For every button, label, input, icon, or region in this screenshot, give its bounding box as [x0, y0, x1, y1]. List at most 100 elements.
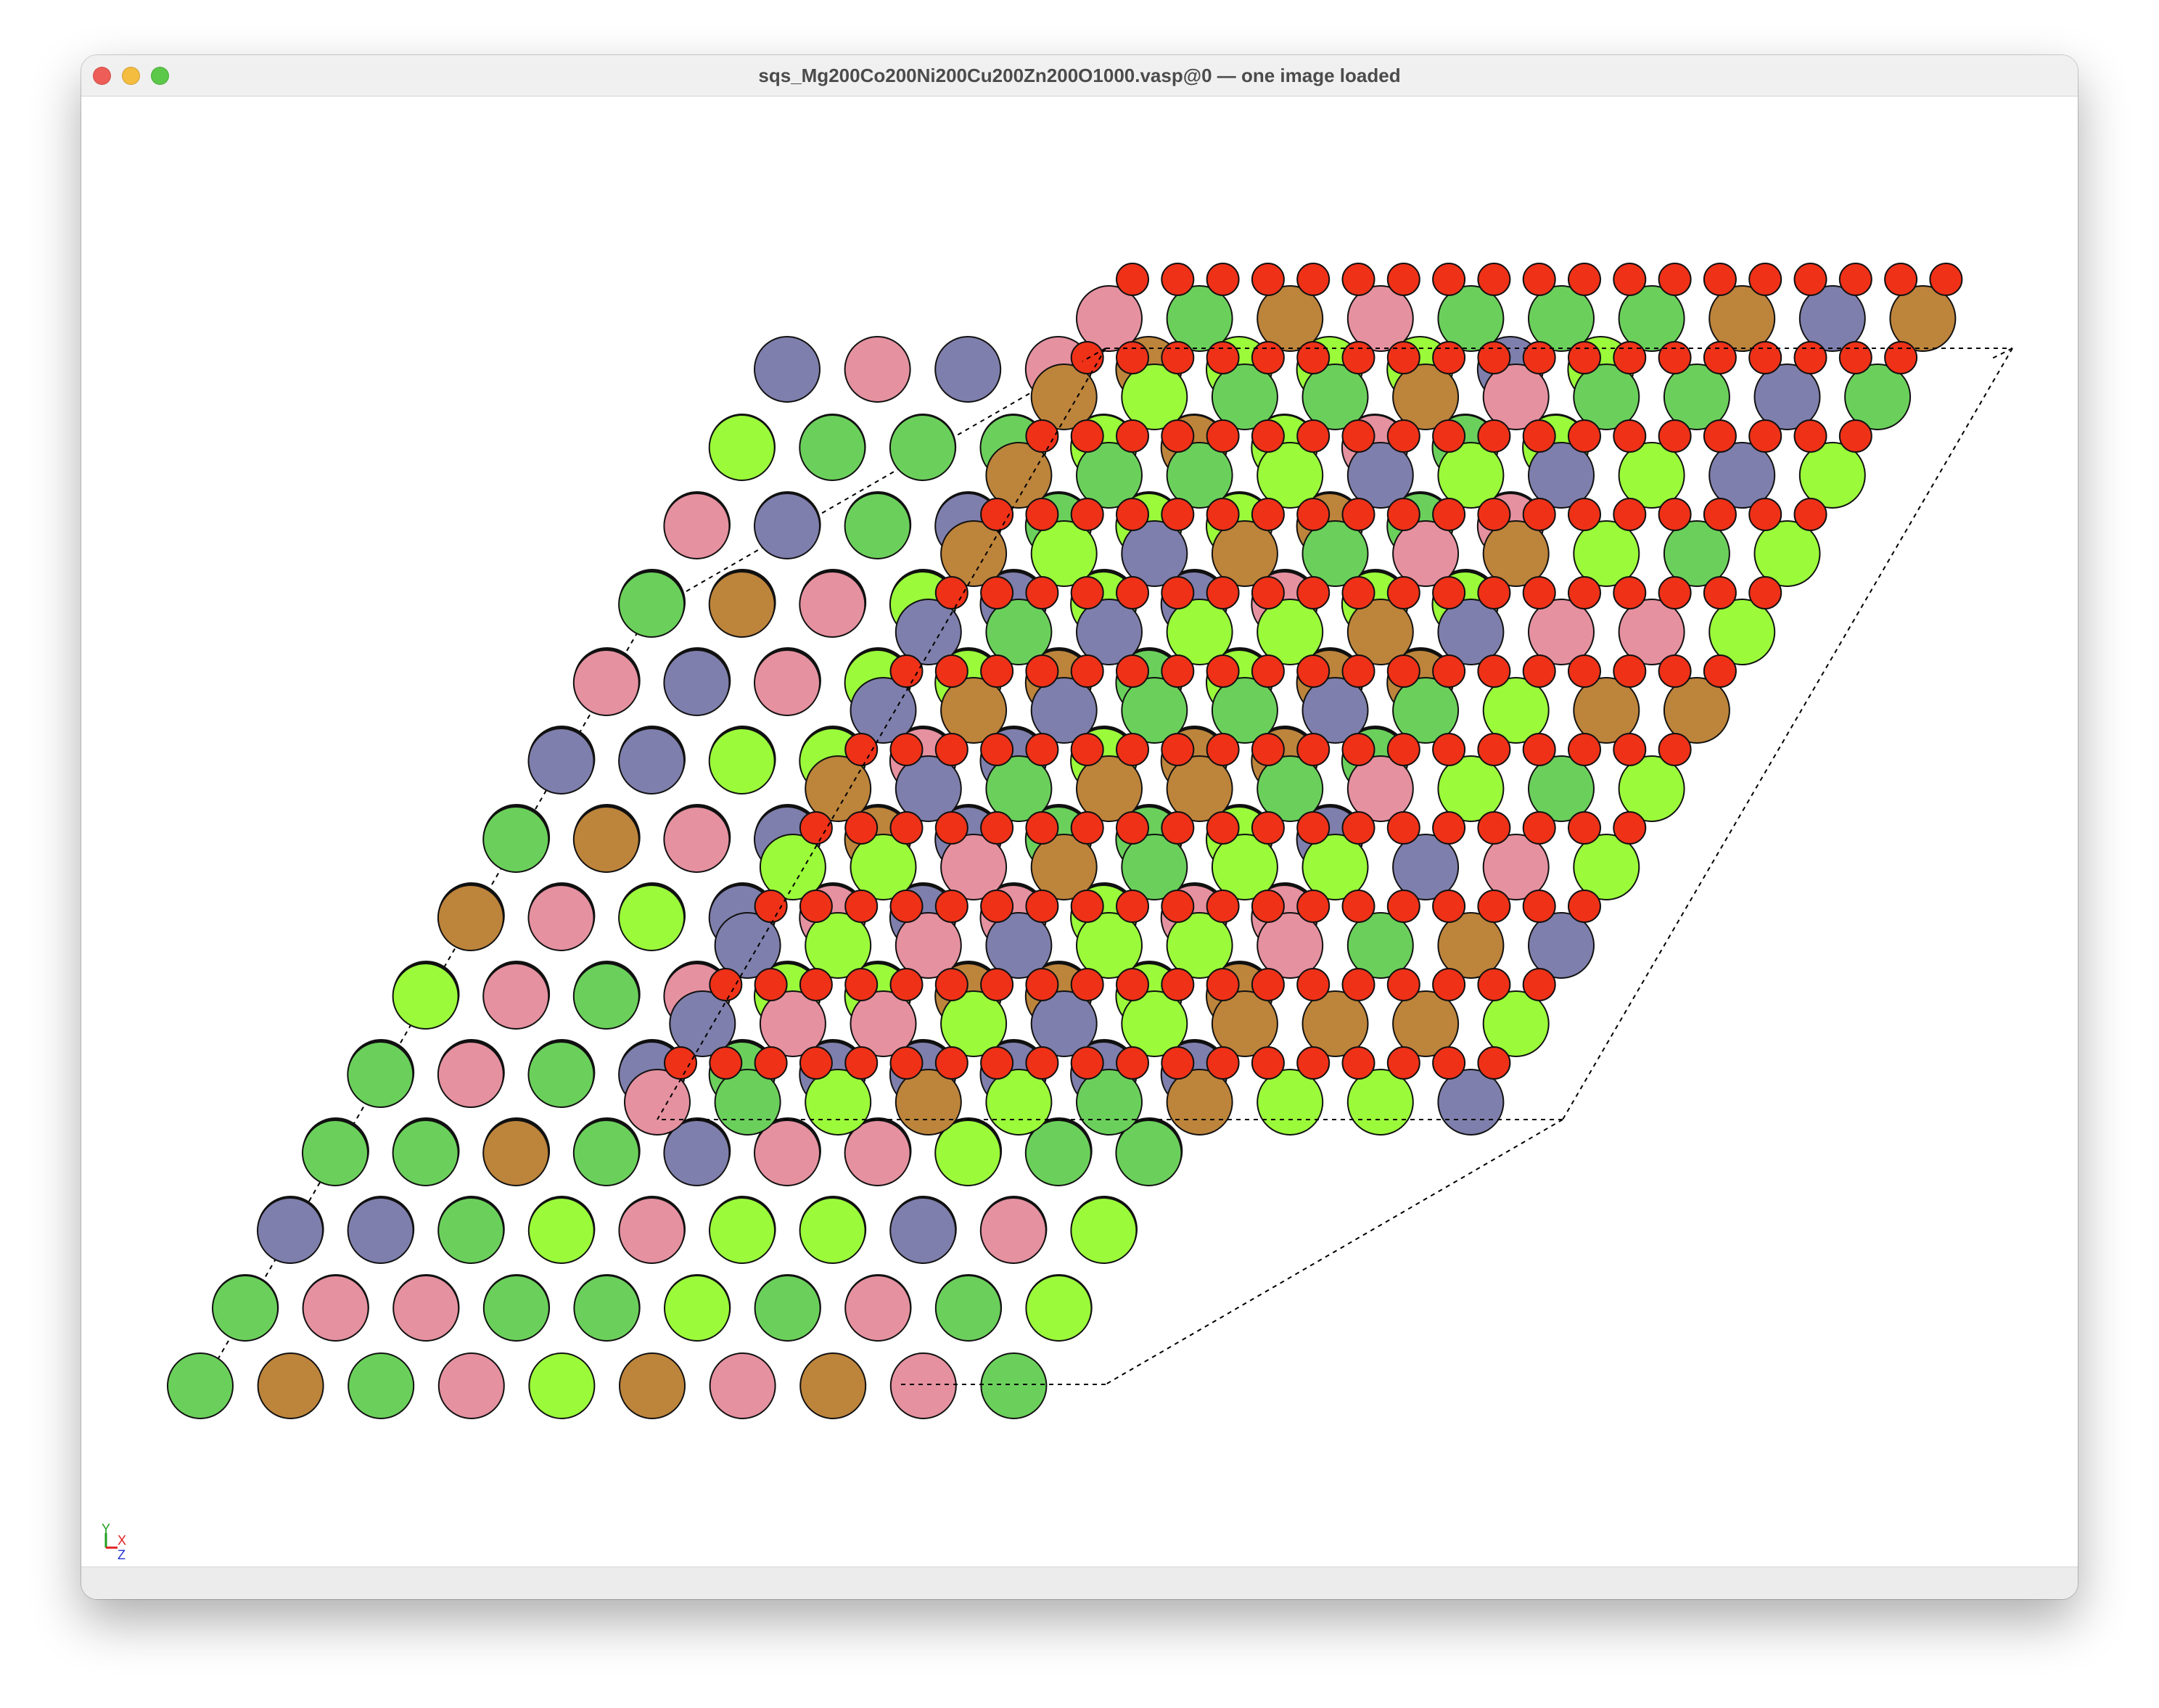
metal-atom[interactable]	[1392, 990, 1460, 1057]
oxygen-atom[interactable]	[1613, 498, 1647, 531]
metal-atom[interactable]	[1663, 520, 1730, 587]
oxygen-atom[interactable]	[709, 968, 743, 1001]
metal-atom[interactable]	[392, 1275, 460, 1342]
oxygen-atom[interactable]	[1703, 654, 1737, 688]
oxygen-atom[interactable]	[664, 1046, 697, 1080]
metal-atom[interactable]	[1121, 677, 1188, 744]
metal-atom[interactable]	[895, 755, 962, 822]
oxygen-atom[interactable]	[980, 811, 1014, 845]
oxygen-atom[interactable]	[1658, 419, 1692, 453]
oxygen-atom[interactable]	[934, 1046, 969, 1080]
oxygen-atom[interactable]	[1025, 1046, 1059, 1080]
oxygen-atom[interactable]	[1703, 576, 1737, 609]
metal-atom[interactable]	[850, 834, 917, 900]
oxygen-atom[interactable]	[1568, 733, 1601, 766]
oxygen-atom[interactable]	[1522, 733, 1556, 766]
metal-atom[interactable]	[527, 1041, 595, 1108]
oxygen-atom[interactable]	[1568, 341, 1601, 374]
oxygen-atom[interactable]	[709, 1046, 743, 1080]
oxygen-atom[interactable]	[799, 968, 833, 1001]
oxygen-atom[interactable]	[1251, 498, 1285, 531]
oxygen-atom[interactable]	[1251, 654, 1285, 688]
metal-atom[interactable]	[1025, 1275, 1093, 1342]
oxygen-atom[interactable]	[844, 890, 879, 923]
oxygen-atom[interactable]	[1296, 733, 1331, 766]
metal-atom[interactable]	[1753, 520, 1821, 587]
metal-atom[interactable]	[302, 1120, 369, 1186]
oxygen-atom[interactable]	[1477, 654, 1511, 688]
metal-atom[interactable]	[754, 493, 821, 559]
oxygen-atom[interactable]	[1793, 263, 1827, 296]
metal-atom[interactable]	[1166, 285, 1233, 352]
oxygen-atom[interactable]	[844, 811, 879, 845]
metal-atom[interactable]	[437, 1197, 505, 1264]
metal-atom[interactable]	[437, 1352, 505, 1419]
oxygen-atom[interactable]	[1703, 419, 1737, 453]
oxygen-atom[interactable]	[1613, 419, 1647, 453]
oxygen-atom[interactable]	[1658, 654, 1692, 688]
metal-atom[interactable]	[985, 442, 1053, 509]
metal-atom[interactable]	[1346, 912, 1414, 979]
oxygen-atom[interactable]	[1070, 890, 1104, 923]
metal-atom[interactable]	[302, 1275, 369, 1342]
oxygen-atom[interactable]	[1477, 263, 1511, 296]
oxygen-atom[interactable]	[1793, 341, 1827, 374]
oxygen-atom[interactable]	[980, 654, 1014, 688]
oxygen-atom[interactable]	[1613, 341, 1647, 374]
metal-atom[interactable]	[985, 755, 1053, 822]
metal-atom[interactable]	[669, 990, 736, 1057]
oxygen-atom[interactable]	[1206, 341, 1240, 374]
oxygen-atom[interactable]	[1116, 498, 1149, 531]
oxygen-atom[interactable]	[1477, 419, 1511, 453]
oxygen-atom[interactable]	[1341, 890, 1375, 923]
metal-atom[interactable]	[714, 1069, 781, 1136]
oxygen-atom[interactable]	[844, 733, 879, 766]
metal-atom[interactable]	[1392, 520, 1460, 587]
oxygen-atom[interactable]	[1206, 419, 1240, 453]
oxygen-atom[interactable]	[889, 1046, 924, 1080]
metal-atom[interactable]	[799, 1352, 867, 1419]
oxygen-atom[interactable]	[1341, 968, 1375, 1001]
metal-atom[interactable]	[889, 1197, 957, 1264]
oxygen-atom[interactable]	[1568, 890, 1601, 923]
metal-atom[interactable]	[527, 728, 595, 795]
oxygen-atom[interactable]	[1296, 968, 1331, 1001]
oxygen-atom[interactable]	[1703, 263, 1737, 296]
oxygen-atom[interactable]	[889, 811, 924, 845]
oxygen-atom[interactable]	[1206, 1046, 1240, 1080]
oxygen-atom[interactable]	[1161, 1046, 1195, 1080]
oxygen-atom[interactable]	[1386, 1046, 1420, 1080]
oxygen-atom[interactable]	[1161, 733, 1195, 766]
metal-atom[interactable]	[347, 1041, 414, 1108]
oxygen-atom[interactable]	[1341, 811, 1375, 845]
oxygen-atom[interactable]	[889, 890, 924, 923]
oxygen-atom[interactable]	[980, 733, 1014, 766]
metal-atom[interactable]	[1030, 520, 1098, 587]
metal-atom[interactable]	[1257, 285, 1324, 352]
oxygen-atom[interactable]	[1251, 341, 1285, 374]
oxygen-atom[interactable]	[1161, 811, 1195, 845]
oxygen-atom[interactable]	[1296, 654, 1331, 688]
oxygen-atom[interactable]	[1522, 890, 1556, 923]
oxygen-atom[interactable]	[1658, 263, 1692, 296]
oxygen-atom[interactable]	[1296, 890, 1331, 923]
metal-atom[interactable]	[708, 571, 776, 638]
metal-atom[interactable]	[709, 1352, 776, 1419]
oxygen-atom[interactable]	[1206, 498, 1240, 531]
metal-atom[interactable]	[895, 912, 962, 979]
oxygen-atom[interactable]	[1522, 341, 1556, 374]
metal-atom[interactable]	[1708, 599, 1776, 665]
oxygen-atom[interactable]	[1884, 341, 1918, 374]
oxygen-atom[interactable]	[934, 654, 969, 688]
metal-atom[interactable]	[1257, 599, 1324, 665]
oxygen-atom[interactable]	[1386, 341, 1420, 374]
metal-atom[interactable]	[1166, 442, 1233, 509]
metal-atom[interactable]	[754, 336, 821, 403]
oxygen-atom[interactable]	[1613, 733, 1647, 766]
metal-atom[interactable]	[1392, 364, 1460, 430]
metal-atom[interactable]	[1121, 364, 1188, 430]
metal-atom[interactable]	[985, 599, 1053, 665]
metal-atom[interactable]	[572, 963, 640, 1030]
metal-atom[interactable]	[618, 1197, 686, 1264]
oxygen-atom[interactable]	[1296, 1046, 1331, 1080]
